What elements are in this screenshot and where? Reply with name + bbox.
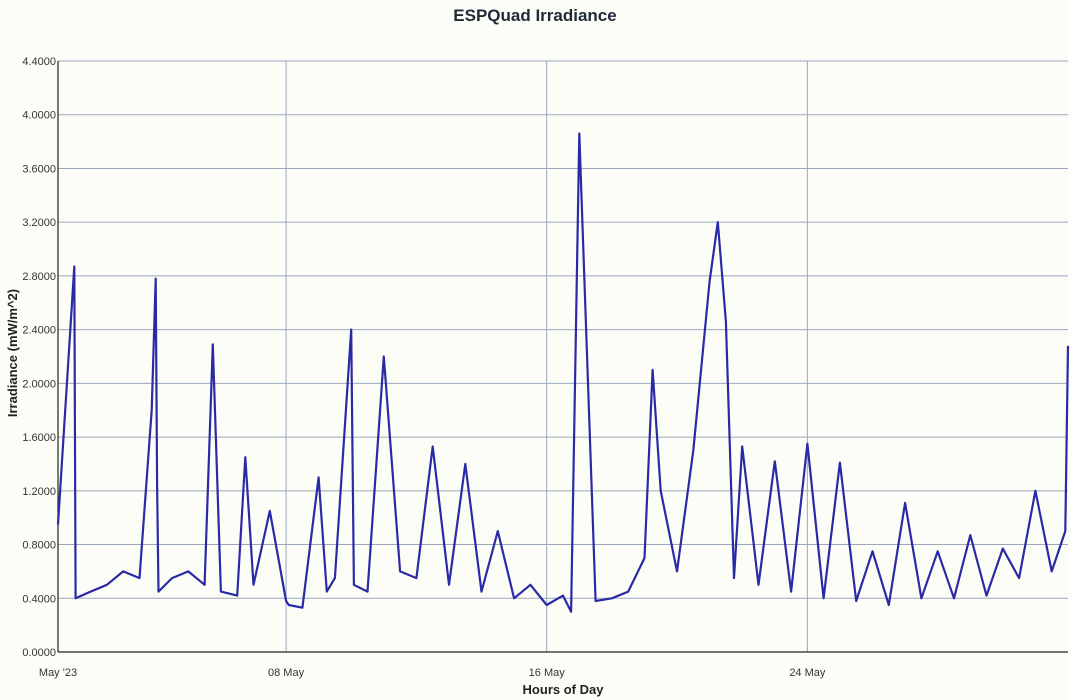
y-tick-labels: 0.0000 0.4000 0.8000 1.2000 1.6000 2.0000 2.40… <box>22 56 56 659</box>
y-tick-label: 2.0000 <box>22 378 56 390</box>
x-tick-label: 08 May <box>268 667 305 679</box>
y-tick-label: 3.2000 <box>22 217 56 229</box>
y-tick-label: 1.2000 <box>22 486 56 498</box>
y-tick-label: 0.8000 <box>22 540 56 552</box>
y-axis-label: Irradiance (mW/m^2) <box>5 289 20 417</box>
y-tick-label: 2.8000 <box>22 271 56 283</box>
series-line <box>56 132 1070 613</box>
y-tick-label: 0.0000 <box>22 647 56 659</box>
x-axis-label: Hours of Day <box>523 682 605 697</box>
x-tick-label: 24 May <box>789 667 826 679</box>
y-tick-label: 0.4000 <box>22 593 56 605</box>
x-tick-labels: May '23 08 May 16 May 24 May <box>39 667 826 679</box>
y-tick-label: 4.4000 <box>22 56 56 68</box>
y-tick-label: 2.4000 <box>22 325 56 337</box>
x-tick-label: May '23 <box>39 667 77 679</box>
chart-title: ESPQuad Irradiance <box>453 6 616 25</box>
y-tick-label: 4.0000 <box>22 110 56 122</box>
y-tick-label: 1.6000 <box>22 432 56 444</box>
x-tick-label: 16 May <box>529 667 566 679</box>
y-tick-label: 3.6000 <box>22 163 56 175</box>
